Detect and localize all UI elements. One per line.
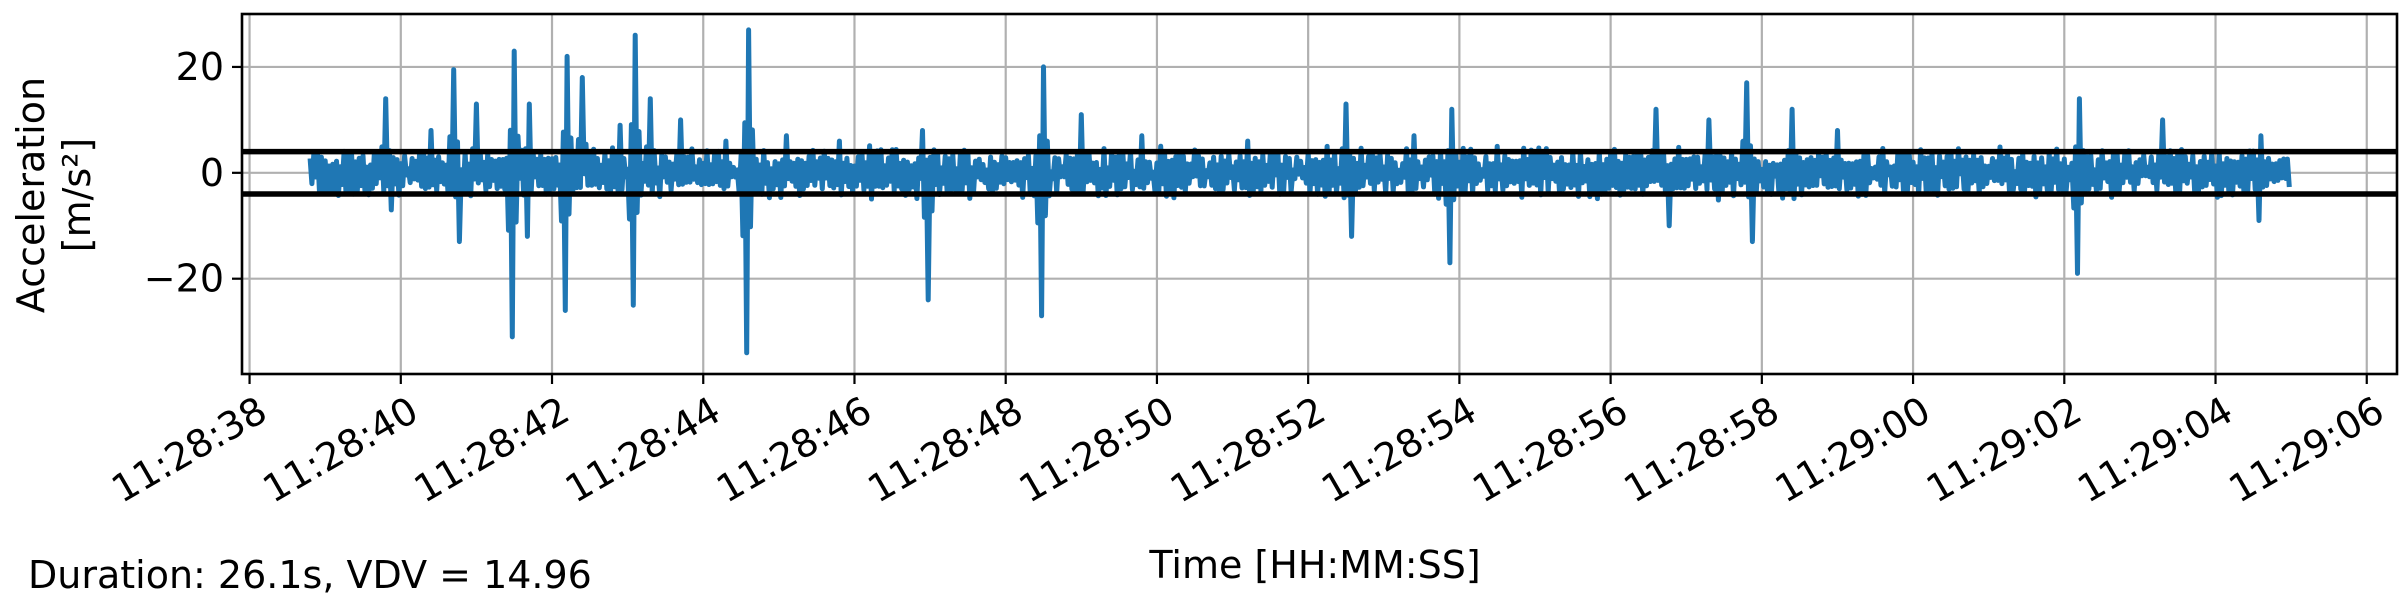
x-tick-label: 11:29:02 — [1919, 388, 2089, 511]
x-tick-label: 11:28:42 — [407, 388, 577, 511]
x-tick-label: 11:28:52 — [1163, 388, 1333, 511]
y-tick-label: 20 — [176, 45, 224, 89]
x-tick-label: 11:28:48 — [860, 388, 1030, 511]
x-tick-label: 11:29:00 — [1768, 388, 1938, 511]
x-tick-label: 11:28:46 — [709, 388, 879, 511]
x-tick-label: 11:28:44 — [558, 388, 728, 511]
y-axis-label: Acceleration — [9, 77, 53, 313]
reference-lines — [242, 148, 2397, 197]
x-tick-label: 11:28:54 — [1314, 388, 1484, 511]
x-tick-label: 11:28:50 — [1012, 388, 1182, 511]
y-axis-unit-label: [m/s²] — [55, 138, 99, 253]
y-tick-label: 0 — [200, 151, 224, 195]
plot-frame — [240, 12, 2399, 376]
x-tick-label: 11:28:56 — [1465, 388, 1635, 511]
x-tick-label: 11:28:40 — [255, 388, 425, 511]
x-axis-label: Time [HH:MM:SS] — [1148, 543, 1480, 587]
x-tick-label: 11:29:06 — [2221, 388, 2391, 511]
x-tick-label: 11:28:58 — [1617, 388, 1787, 511]
x-tick-label: 11:28:38 — [104, 388, 274, 511]
duration-vdv-annotation: Duration: 26.1s, VDV = 14.96 — [28, 553, 592, 597]
series-area — [307, 27, 2292, 356]
acceleration-series-line — [307, 27, 2292, 356]
axis-ticks — [232, 65, 2368, 384]
x-tick-label: 11:29:04 — [2070, 388, 2240, 511]
y-tick-label: −20 — [144, 257, 224, 301]
